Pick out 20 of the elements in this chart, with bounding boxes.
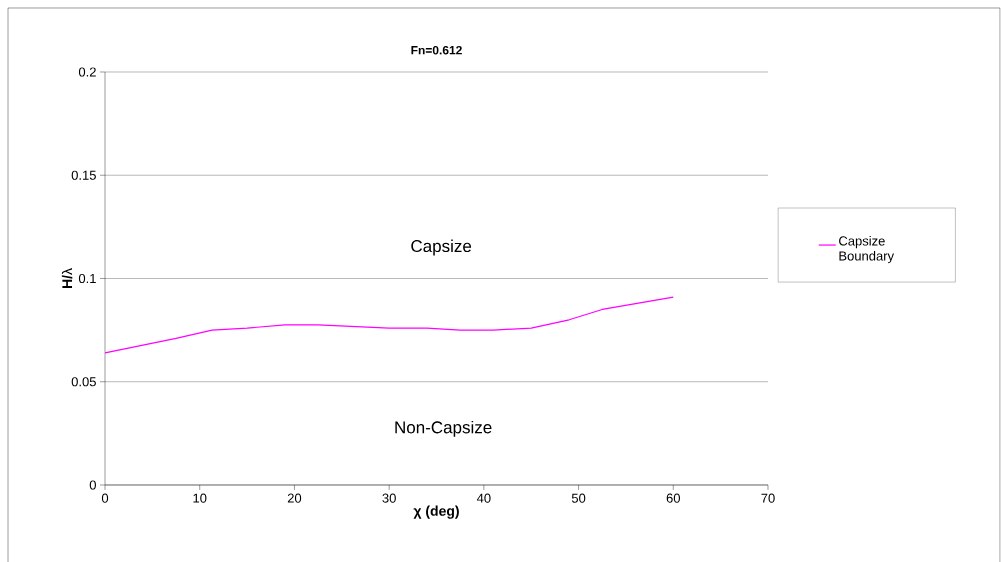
y-axis-title: H/λ bbox=[61, 268, 73, 289]
x-axis-title: χ (deg) bbox=[413, 505, 459, 519]
x-tick-label: 30 bbox=[382, 493, 396, 503]
line-series bbox=[104, 296, 674, 354]
y-tick-label: 0.05 bbox=[71, 377, 96, 387]
x-tick-label: 40 bbox=[476, 493, 491, 503]
x-tick-label: 10 bbox=[193, 493, 207, 503]
x-tick-label: 0 bbox=[101, 493, 109, 503]
y-tick-label: 0.2 bbox=[78, 67, 96, 77]
annotation: Capsize bbox=[411, 239, 472, 256]
y-tick-label: 0.15 bbox=[71, 170, 96, 180]
annotation: Non-Capsize bbox=[395, 420, 492, 437]
y-tick-label: 0.1 bbox=[78, 273, 96, 284]
x-tick-label: 20 bbox=[287, 493, 302, 503]
x-tick-label: 50 bbox=[571, 493, 586, 503]
x-tick-label: 60 bbox=[666, 493, 680, 503]
y-tick-label: 0 bbox=[89, 480, 96, 490]
legend-label: Capsize Boundary bbox=[839, 236, 895, 264]
x-tick-label: 70 bbox=[761, 493, 775, 503]
chart-title: Fn=0.612 bbox=[411, 45, 462, 55]
